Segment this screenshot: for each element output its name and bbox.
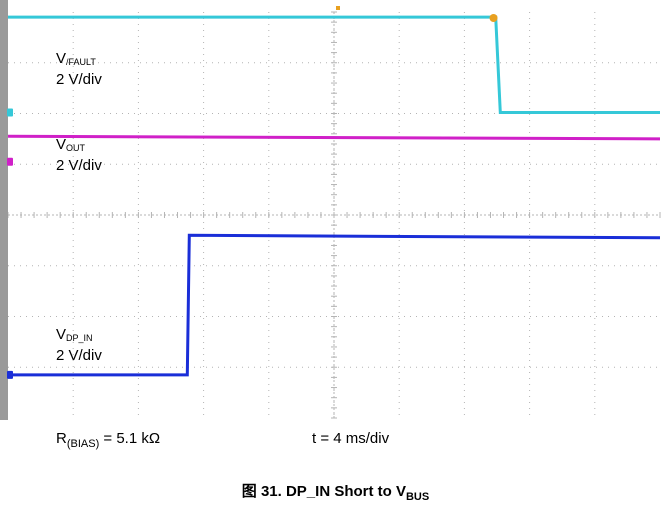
- trace-vfault: [8, 15, 660, 114]
- channel-marker-vfault: [7, 108, 13, 117]
- vdp-in-label: VDP_IN 2 V/div: [56, 326, 102, 364]
- oscilloscope-plot: [0, 0, 661, 420]
- grid: [0, 0, 661, 420]
- scope-settings: R(BIAS) = 5.1 kΩ t = 4 ms/div: [0, 430, 671, 454]
- trace-vout: [7, 134, 661, 141]
- time-base-annotation: t = 4 ms/div: [312, 430, 390, 447]
- trigger-position-marker: [336, 6, 340, 10]
- channel-marker-vout: [7, 157, 13, 166]
- left-border-bar: [0, 0, 8, 420]
- trace-vdp-in: [8, 233, 661, 377]
- r-bias-annotation: R(BIAS) = 5.1 kΩ: [56, 430, 161, 450]
- figure-caption: 图 31. DP_IN Short to VBUS: [241, 483, 430, 503]
- traces: [7, 15, 661, 377]
- vout-label: VOUT 2 V/div: [56, 136, 102, 174]
- channel-markers: [7, 6, 498, 379]
- trigger-marker: [489, 14, 498, 22]
- channel-marker-vdp-in: [7, 370, 13, 379]
- vfault-label: V/FAULT 2 V/div: [56, 50, 102, 88]
